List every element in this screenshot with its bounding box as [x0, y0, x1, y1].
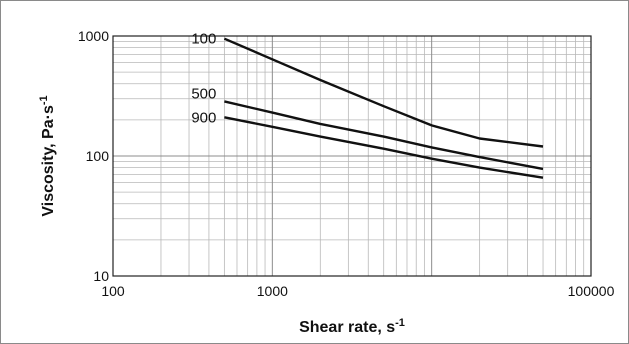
y-tick-label: 10 [93, 268, 109, 284]
x-tick-label: 100 [101, 283, 125, 299]
y-axis-title: Viscosity, Pa·s-1 [38, 95, 57, 216]
y-tick-label: 1000 [78, 28, 109, 44]
series-lines [223, 37, 544, 179]
grid [112, 35, 592, 277]
x-tick-label: 100000 [568, 283, 615, 299]
series-label-500: 500 [191, 85, 216, 102]
x-tick-label: 1000 [257, 283, 288, 299]
series-line-500 [224, 100, 544, 171]
series-line-900 [224, 116, 544, 179]
series-label-900: 900 [191, 109, 216, 126]
y-tick-label: 100 [86, 148, 110, 164]
series-label-100: 100 [191, 31, 216, 48]
plot-area-border [112, 35, 592, 277]
series-line-100 [223, 37, 544, 148]
x-axis-title: Shear rate, s-1 [299, 317, 405, 336]
series-labels: 100 500 900 [191, 31, 216, 127]
